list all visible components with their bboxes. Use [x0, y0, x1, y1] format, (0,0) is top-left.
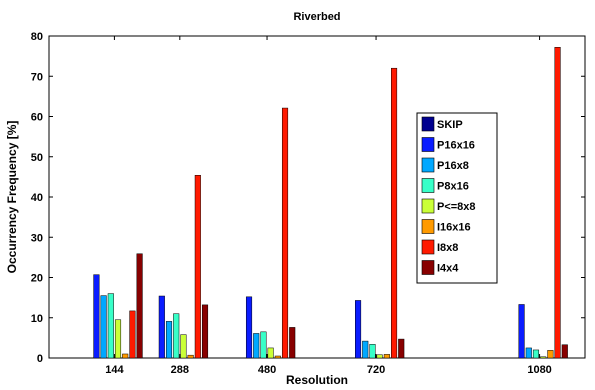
y-tick-label: 60 [31, 112, 43, 124]
chart-title: Riverbed [293, 11, 340, 23]
y-tick-label: 10 [31, 313, 43, 325]
legend-label: I16x16 [437, 222, 471, 234]
bar-i16x16-288 [187, 354, 194, 359]
legend-swatch [421, 157, 435, 173]
x-tick-label: 288 [171, 364, 189, 376]
bar-p-8x8-1080 [540, 356, 547, 359]
y-tick-label: 0 [37, 353, 43, 365]
bar-i4x4-720 [398, 338, 405, 359]
legend-swatch [421, 198, 435, 214]
legend-swatch [421, 219, 435, 234]
y-axis-label: Occurrency Frequency [%] [5, 121, 19, 274]
x-tick-label: 144 [105, 364, 124, 376]
x-tick-label: 720 [367, 364, 385, 376]
y-tick-label: 70 [31, 71, 43, 83]
legend-swatch [421, 178, 435, 193]
legend-label: P16x8 [437, 160, 469, 172]
y-tick-label: 30 [31, 232, 43, 244]
bar-p8x16-288 [173, 313, 180, 359]
legend: SKIP P16x16 P16x8 P8x16 P<=8x8 I16x16 I8x8 I4x4 [416, 112, 498, 284]
legend-label: P16x16 [437, 140, 475, 152]
bar-i8x8-480 [281, 107, 289, 359]
x-tick-label: 1080 [527, 364, 551, 376]
y-tick-label: 20 [31, 273, 43, 285]
legend-label: I8x8 [437, 242, 458, 254]
legend-swatch [421, 260, 435, 275]
y-tick-label: 40 [31, 192, 43, 204]
bar-p16x16-288 [158, 295, 165, 359]
bar-i8x8-288 [194, 175, 201, 359]
bar-p16x16-144 [93, 274, 100, 359]
bar-i4x4-144 [136, 253, 143, 359]
x-axis-label: Resolution [286, 373, 348, 385]
bar-p8x16-480 [260, 331, 267, 359]
legend-label: SKIP [437, 119, 463, 131]
legend-label: P<=8x8 [437, 201, 476, 213]
bar-i8x8-720 [391, 67, 398, 359]
y-tick-label: 50 [31, 152, 43, 164]
bar-p8x16-720 [369, 344, 376, 359]
y-axis: 0 10 20 30 40 50 60 70 80 [31, 31, 585, 365]
bar-i8x8-144 [129, 310, 136, 359]
bar-p16x8-144 [100, 295, 107, 359]
bar-i16x16-720 [383, 354, 390, 359]
bar-p16x8-720 [362, 340, 369, 359]
bar-p-8x8-144 [114, 319, 122, 359]
bars-group [93, 47, 568, 359]
x-tick-label: 480 [258, 364, 276, 376]
bar-p8x16-144 [107, 293, 114, 359]
bar-p16x8-480 [253, 333, 260, 359]
bar-p16x16-1080 [518, 304, 525, 359]
bar-p-8x8-480 [267, 347, 274, 359]
plot-area [48, 35, 586, 359]
y-tick-label: 80 [31, 31, 43, 43]
legend-swatch [421, 137, 435, 152]
legend-swatch [421, 239, 435, 255]
bar-i16x16-1080 [547, 350, 554, 359]
bar-i4x4-288 [201, 304, 209, 359]
bar-p-8x8-288 [180, 334, 187, 359]
bar-i16x16-144 [122, 353, 129, 359]
legend-label: I4x4 [437, 263, 459, 275]
legend-swatch [421, 116, 435, 132]
bar-i16x16-480 [274, 355, 281, 359]
bar-i8x8-1080 [554, 47, 561, 359]
bar-p-8x8-720 [376, 354, 383, 359]
bar-p16x8-288 [165, 321, 173, 359]
legend-label: P8x16 [437, 181, 469, 193]
x-axis: 144 288 480 720 1080 [105, 36, 552, 376]
bar-i4x4-480 [289, 327, 296, 359]
bar-p16x8-1080 [525, 347, 532, 359]
bar-p16x16-720 [355, 300, 362, 359]
bar-p8x16-1080 [532, 349, 540, 359]
bar-p16x16-480 [245, 296, 253, 359]
bar-i4x4-1080 [561, 344, 568, 359]
